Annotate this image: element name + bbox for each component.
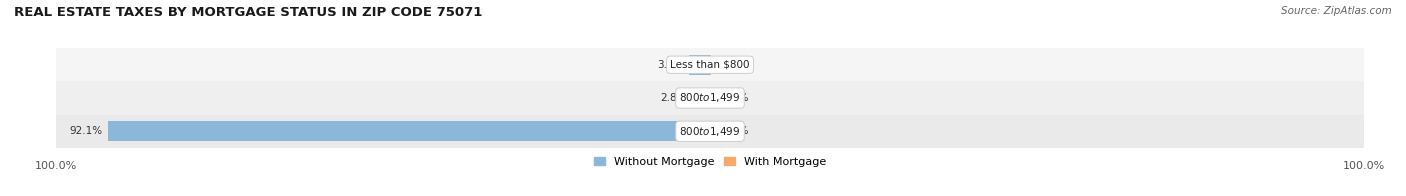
Text: $800 to $1,499: $800 to $1,499: [679, 125, 741, 138]
Text: 1.2%: 1.2%: [723, 93, 749, 103]
Bar: [108, 121, 710, 141]
Bar: [689, 55, 710, 75]
Text: 0.19%: 0.19%: [717, 60, 749, 70]
Text: 2.8%: 2.8%: [659, 93, 686, 103]
Text: Less than $800: Less than $800: [671, 60, 749, 70]
Legend: Without Mortgage, With Mortgage: Without Mortgage, With Mortgage: [595, 157, 825, 167]
Text: 3.2%: 3.2%: [658, 60, 683, 70]
Bar: [710, 88, 718, 108]
Bar: [56, 115, 1364, 148]
Bar: [710, 121, 717, 141]
Text: Source: ZipAtlas.com: Source: ZipAtlas.com: [1281, 6, 1392, 16]
Bar: [692, 88, 710, 108]
Text: 92.1%: 92.1%: [69, 126, 103, 136]
Text: REAL ESTATE TAXES BY MORTGAGE STATUS IN ZIP CODE 75071: REAL ESTATE TAXES BY MORTGAGE STATUS IN …: [14, 6, 482, 19]
Bar: [56, 48, 1364, 81]
Text: $800 to $1,499: $800 to $1,499: [679, 92, 741, 104]
Bar: [56, 81, 1364, 115]
Text: 1.1%: 1.1%: [723, 126, 749, 136]
